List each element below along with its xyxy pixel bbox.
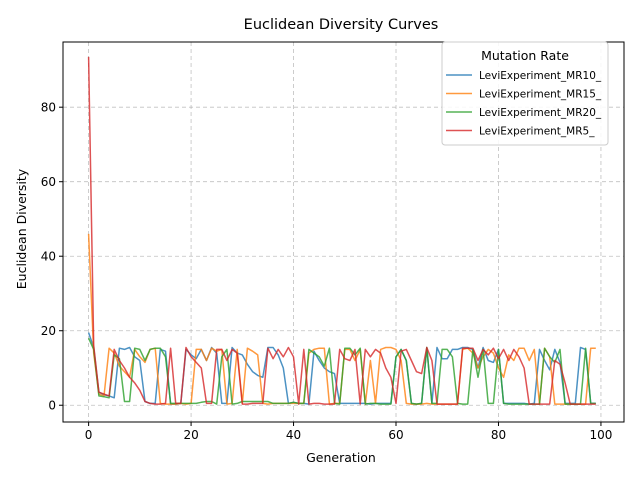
legend: Mutation Rate LeviExperiment_MR10_ LeviEx… (441, 41, 609, 146)
x-axis-label: Generation (306, 450, 376, 465)
y-axis: 0 20 40 60 80 (41, 101, 63, 413)
x-tick-label: 0 (85, 428, 93, 442)
x-axis: 0 20 40 60 80 100 (85, 422, 612, 442)
series-line (87, 337, 596, 405)
x-tick-label: 100 (589, 428, 612, 442)
legend-label: LeviExperiment_MR5_ (479, 126, 595, 138)
y-tick-label: 40 (41, 250, 56, 264)
y-tick-label: 0 (48, 399, 56, 413)
x-tick-label: 40 (286, 428, 301, 442)
legend-label: LeviExperiment_MR15_ (479, 89, 602, 101)
y-tick-label: 60 (41, 175, 56, 189)
y-tick-label: 20 (41, 324, 56, 338)
y-axis-label: Euclidean Diversity (14, 168, 29, 289)
legend-label: LeviExperiment_MR10_ (479, 70, 602, 82)
legend-title: Mutation Rate (481, 48, 569, 63)
series-layer (87, 56, 596, 405)
x-tick-label: 80 (491, 428, 506, 442)
series-line (87, 56, 596, 405)
x-tick-label: 60 (388, 428, 403, 442)
chart-title: Euclidean Diversity Curves (244, 17, 439, 33)
legend-box (441, 41, 609, 146)
x-tick-label: 20 (183, 428, 198, 442)
legend-label: LeviExperiment_MR20_ (479, 107, 602, 119)
plot-frame (62, 41, 625, 423)
y-tick-label: 80 (41, 101, 56, 115)
